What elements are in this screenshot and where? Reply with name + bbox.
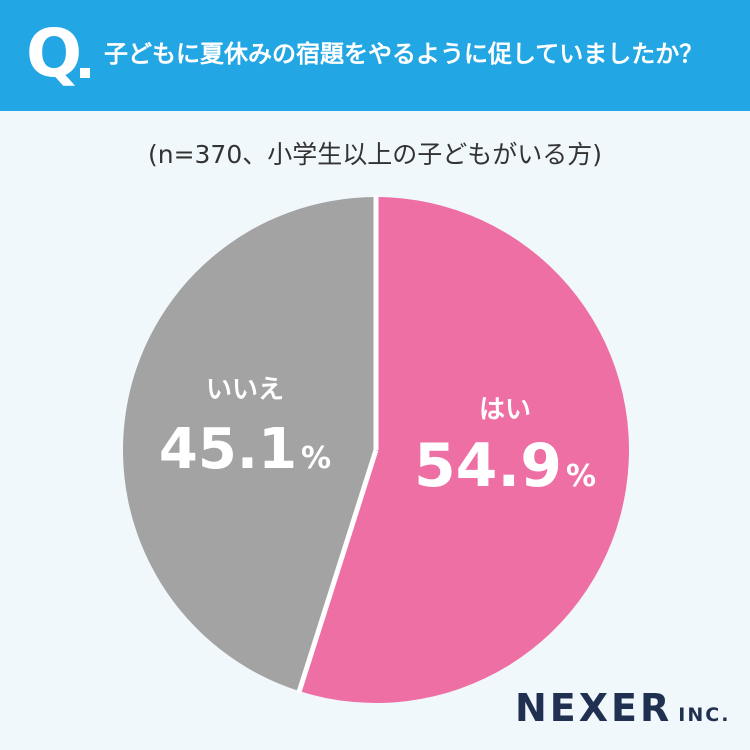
header-bar: Q 子どもに夏休みの宿題をやるように促していましたか？ [0,0,750,111]
q-mark: Q [26,15,83,92]
pie-slice-yes [299,197,629,703]
slice-label-yes: はい [479,395,531,425]
pie-slice-no [122,197,376,692]
slice-value-no: 45.1% [159,417,331,482]
slice-value-yes: 54.9% [414,431,596,501]
slice-label-no: いいえ [206,375,284,405]
sample-note: (n=370、小学生以上の子どもがいる方) [147,140,603,169]
slice-separator [296,449,379,694]
question-text: 子どもに夏休みの宿題をやるように促していましたか？ [104,40,704,68]
logo-sub-text: INC. [678,704,731,726]
logo-main-text: NEXER [515,686,673,730]
company-logo: NEXER INC. [515,686,730,730]
q-dot-icon [80,68,90,78]
